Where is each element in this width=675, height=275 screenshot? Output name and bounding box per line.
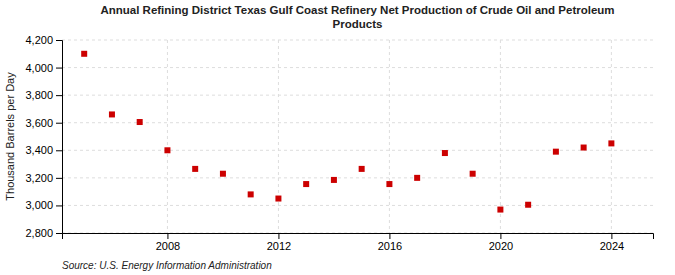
tick: 4,000 [25,62,62,74]
point [414,175,420,181]
title: Annual Refining District Texas Gulf Coas… [100,4,614,30]
tick-label: 3,600 [25,117,53,129]
grid-line-x [278,40,279,233]
tick-mark [56,150,62,151]
tick-mark [611,233,612,239]
grid-line-y [62,177,653,178]
tick: 2008 [156,233,180,252]
grid-line-y [62,122,653,123]
grid-line-y [62,150,653,151]
tick-mark [56,68,62,69]
grid-line-x [389,40,390,233]
point [525,202,531,208]
point [442,150,448,156]
tick: 2,800 [25,227,62,239]
tick: 2012 [267,233,291,252]
tick-label: 2008 [156,240,180,252]
tick-mark [56,178,62,179]
tick-label: 2016 [378,240,402,252]
tick: 3,400 [25,144,62,156]
tick: 3,000 [25,199,62,211]
tick-label: 3,800 [25,89,53,101]
grid-line-x [611,40,612,233]
tick-mark [56,123,62,124]
tick-label: 2,800 [25,227,53,239]
point [137,119,143,125]
chart: 2008 2012 2016 2020 2024 2,800 3,000 3,200 3,400… [0,0,675,275]
point [386,181,392,187]
point [581,145,587,151]
point [359,166,365,172]
tick-label: 2012 [267,240,291,252]
tick: 4,200 [25,34,62,46]
tick: 3,800 [25,89,62,101]
tick-mark [389,233,390,239]
tick-mark [167,233,168,239]
tick: 2020 [489,233,513,252]
axis-line [56,41,63,234]
point [497,207,503,213]
point [303,181,309,187]
tick: 3,200 [25,172,62,184]
y-axis: 2,800 3,000 3,200 3,400 3,600 3,800 4,000 4,200 [25,34,62,239]
tick-label: 2024 [600,240,624,252]
grid-line-x [167,40,168,233]
grid [62,40,653,233]
point [192,166,198,172]
tick-mark [56,233,62,234]
tick-mark [56,205,62,206]
point [275,196,281,202]
tick-label: 3,200 [25,172,53,184]
grid-line-y [62,95,653,96]
points [81,51,614,213]
point [248,191,254,197]
point [109,111,115,117]
grid-line-x [500,40,501,233]
point [81,51,87,57]
point [220,171,226,177]
tick: 2016 [378,233,402,252]
tick-label: 2020 [489,240,513,252]
tick-label: 4,200 [25,34,53,46]
point [470,171,476,177]
tick-mark [500,233,501,239]
tick: 2024 [600,233,624,252]
tick-mark [56,95,62,96]
tick-label: 3,000 [25,199,53,211]
title-line: Products [333,18,383,30]
point [164,147,170,153]
grid-line-y [62,40,653,41]
source: Source: U.S. Energy Information Administ… [62,260,272,271]
tick-label: 3,400 [25,144,53,156]
axis-line [63,234,654,240]
grid-line-y [62,67,653,68]
x-axis: 2008 2012 2016 2020 2024 [63,233,654,252]
title-line: Annual Refining District Texas Gulf Coas… [100,4,614,16]
tick: 3,600 [25,117,62,129]
tick-label: 4,000 [25,62,53,74]
tick-mark [56,40,62,41]
grid-line-y [62,205,653,206]
point [331,177,337,183]
point [553,149,559,155]
tick-mark [278,233,279,239]
point [608,140,614,146]
plot: 2008 2012 2016 2020 2024 2,800 3,000 3,200 3,400… [25,34,653,252]
y-axis-title: Thousand Barrels per Day [4,72,16,201]
